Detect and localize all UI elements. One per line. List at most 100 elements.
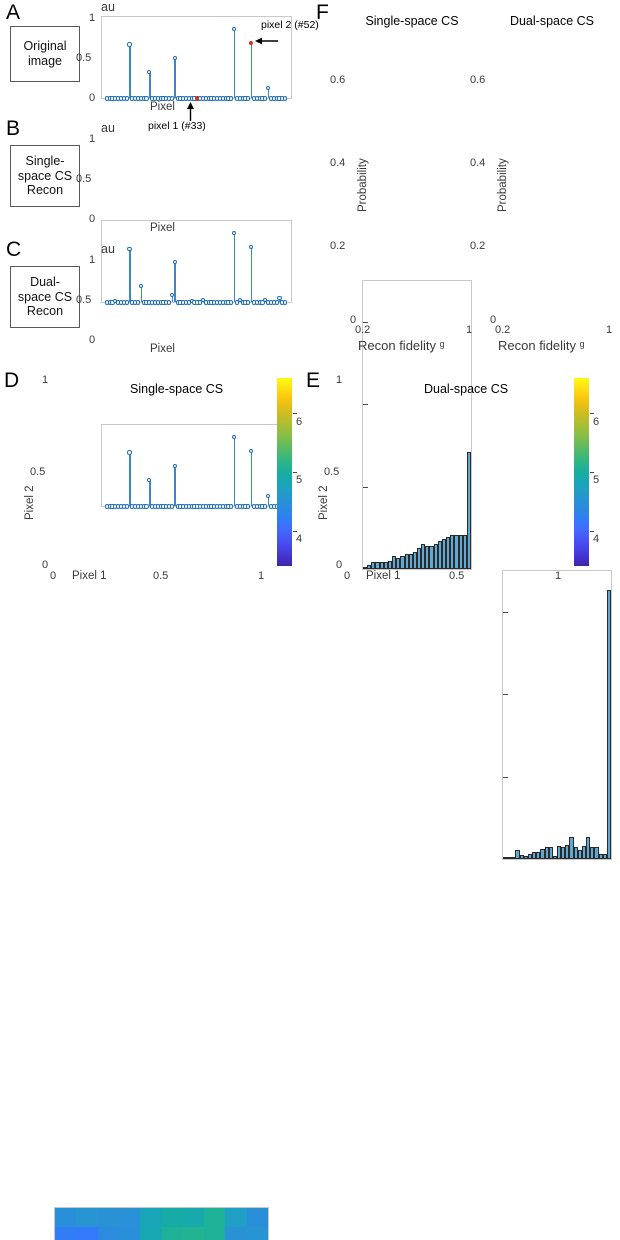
panel-d-cell (225, 1208, 248, 1228)
panel-c-stem-marker (127, 450, 132, 455)
panel-b-stem-line (171, 294, 174, 302)
panel-b-stem-line (174, 261, 177, 302)
panel-b-stem-marker (234, 300, 240, 305)
panel-a-stem-line (129, 44, 131, 98)
panel-b-stem-marker (237, 297, 242, 302)
panel-d-xtick-1: 1 (258, 570, 265, 582)
panel-f-left-bar (421, 543, 426, 569)
panel-e-cbar-tick-6: 6 (593, 416, 600, 428)
panel-c-plot (101, 424, 292, 509)
panel-f-left-bar (371, 562, 376, 569)
panel-letter-c: C (6, 238, 22, 261)
panel-b-stem-marker (198, 300, 203, 305)
panel-letter-e: E (306, 369, 321, 392)
panel-c-stem-marker (249, 448, 254, 453)
panel-c-stem-marker (169, 504, 175, 509)
panel-c-ytick-05: 0.5 (76, 294, 92, 306)
panel-f-left-bar (466, 451, 471, 569)
panel-b-legend-text: Single-space CS Recon (17, 153, 73, 198)
panel-f-left-ytick-02: 0.2 (330, 240, 346, 252)
panel-e-cbar-tickmark (590, 472, 594, 473)
panel-f-left-title: Single-space CS (365, 14, 459, 28)
panel-f-right-xtick-02: 0.2 (495, 324, 511, 336)
panel-a-stem-marker (246, 96, 251, 101)
panel-d-xlabel: Pixel 1 (72, 570, 107, 582)
panel-a-stem-marker (232, 26, 237, 31)
panel-e-cbar-tick-5: 5 (593, 474, 600, 486)
panel-c-stem-line (174, 465, 177, 506)
panel-b-stem-marker (229, 300, 234, 305)
panel-f-left-bar (412, 552, 417, 569)
panel-d-xtick-0: 0 (50, 570, 57, 582)
panel-d-heatmap (54, 1207, 269, 1240)
panel-d-cbar-tickmark (293, 472, 297, 473)
panel-b-plot (101, 220, 292, 305)
panel-d-cell (204, 1226, 226, 1240)
panel-a-stem-marker (147, 69, 152, 74)
panel-a-stem-marker (144, 96, 149, 101)
arrow-to-pixel2-icon (255, 37, 278, 45)
panel-a-legend-box: Original image (10, 26, 80, 82)
panel-a-stem-marker (127, 42, 132, 47)
panel-c-stem-marker (266, 493, 271, 499)
panel-b-ytick-0: 0 (89, 213, 96, 225)
panel-f-left-bar (446, 537, 451, 569)
panel-b-stem-marker (282, 300, 288, 305)
panel-d-cell (161, 1208, 184, 1228)
panel-b-stem-line (140, 285, 143, 302)
panel-c-stem-line (250, 450, 253, 506)
panel-f-left-xtick-1: 1 (466, 324, 473, 336)
panel-f-left-bar (387, 560, 393, 569)
panel-d-ytick-1: 1 (42, 374, 49, 386)
panel-c-ytick-1: 1 (89, 254, 96, 266)
panel-d-cell (55, 1208, 77, 1228)
panel-f-left-bar (454, 535, 459, 569)
panel-f-left-ylabel: Probability (357, 158, 369, 212)
panel-c-stem-marker (232, 435, 237, 440)
panel-letter-b: B (6, 117, 21, 140)
panel-b-stem-marker (172, 260, 177, 265)
panel-d-cell (182, 1208, 205, 1228)
panel-e-colorbar-label: ℓ 1 norm (588, 482, 600, 523)
panel-f-left-bar (425, 545, 430, 569)
panel-b-stem-line (233, 232, 236, 302)
panel-f-left-ytick-06: 0.6 (330, 74, 346, 86)
panel-d-cell (118, 1208, 141, 1228)
panel-d-ytick-0: 0 (42, 559, 49, 571)
panel-f-right-xtick-1: 1 (606, 324, 613, 336)
panel-a-ylabel: au (101, 0, 115, 14)
panel-e-ytick-05: 0.5 (324, 466, 340, 478)
panel-f-left-ytick-mark (363, 486, 368, 488)
panel-a-stem-line (267, 87, 270, 98)
panel-a-stem-line (174, 57, 177, 98)
panel-f-right-ytick-0: 0 (490, 314, 497, 326)
panel-d-cbar-tick-4: 4 (296, 533, 303, 545)
panel-d-cbar-tickmark (293, 530, 297, 532)
panel-d-ytick-05: 0.5 (30, 466, 46, 478)
panel-c-stem-line (233, 436, 236, 506)
panel-letter-a: A (6, 1, 21, 24)
panel-c-stem-marker (172, 463, 177, 469)
panel-a-stem-marker (266, 85, 271, 91)
panel-d-cell (161, 1226, 184, 1240)
panel-b-stem-marker (138, 284, 143, 289)
panel-b-stem-marker (277, 295, 282, 301)
panel-f-left-bar (462, 535, 467, 569)
panel-e-title: Dual-space CS (424, 382, 509, 396)
panel-b-stem-marker (232, 231, 237, 236)
panel-b-stem-marker (169, 293, 175, 298)
panel-f-right-bar (606, 589, 611, 859)
panel-d-cell (204, 1208, 226, 1228)
panel-f-left-bar (417, 548, 422, 569)
panel-f-left-xlabel: Recon fidelity ᵍ (358, 338, 445, 353)
panel-d-cell (55, 1226, 77, 1240)
panel-d-colorbar-label: ℓ 1 norm (291, 482, 303, 523)
panel-e-xtick-0: 0 (344, 570, 351, 582)
panel-e-ytick-0: 0 (336, 559, 343, 571)
panel-f-left-bar (367, 564, 372, 569)
panel-d-cell (97, 1226, 120, 1240)
panel-f-left-ytick-mark (363, 322, 368, 324)
panel-a-ytick-0: 0 (89, 92, 96, 104)
panel-f-left-bar (458, 535, 463, 569)
panel-d-cell (225, 1226, 248, 1240)
